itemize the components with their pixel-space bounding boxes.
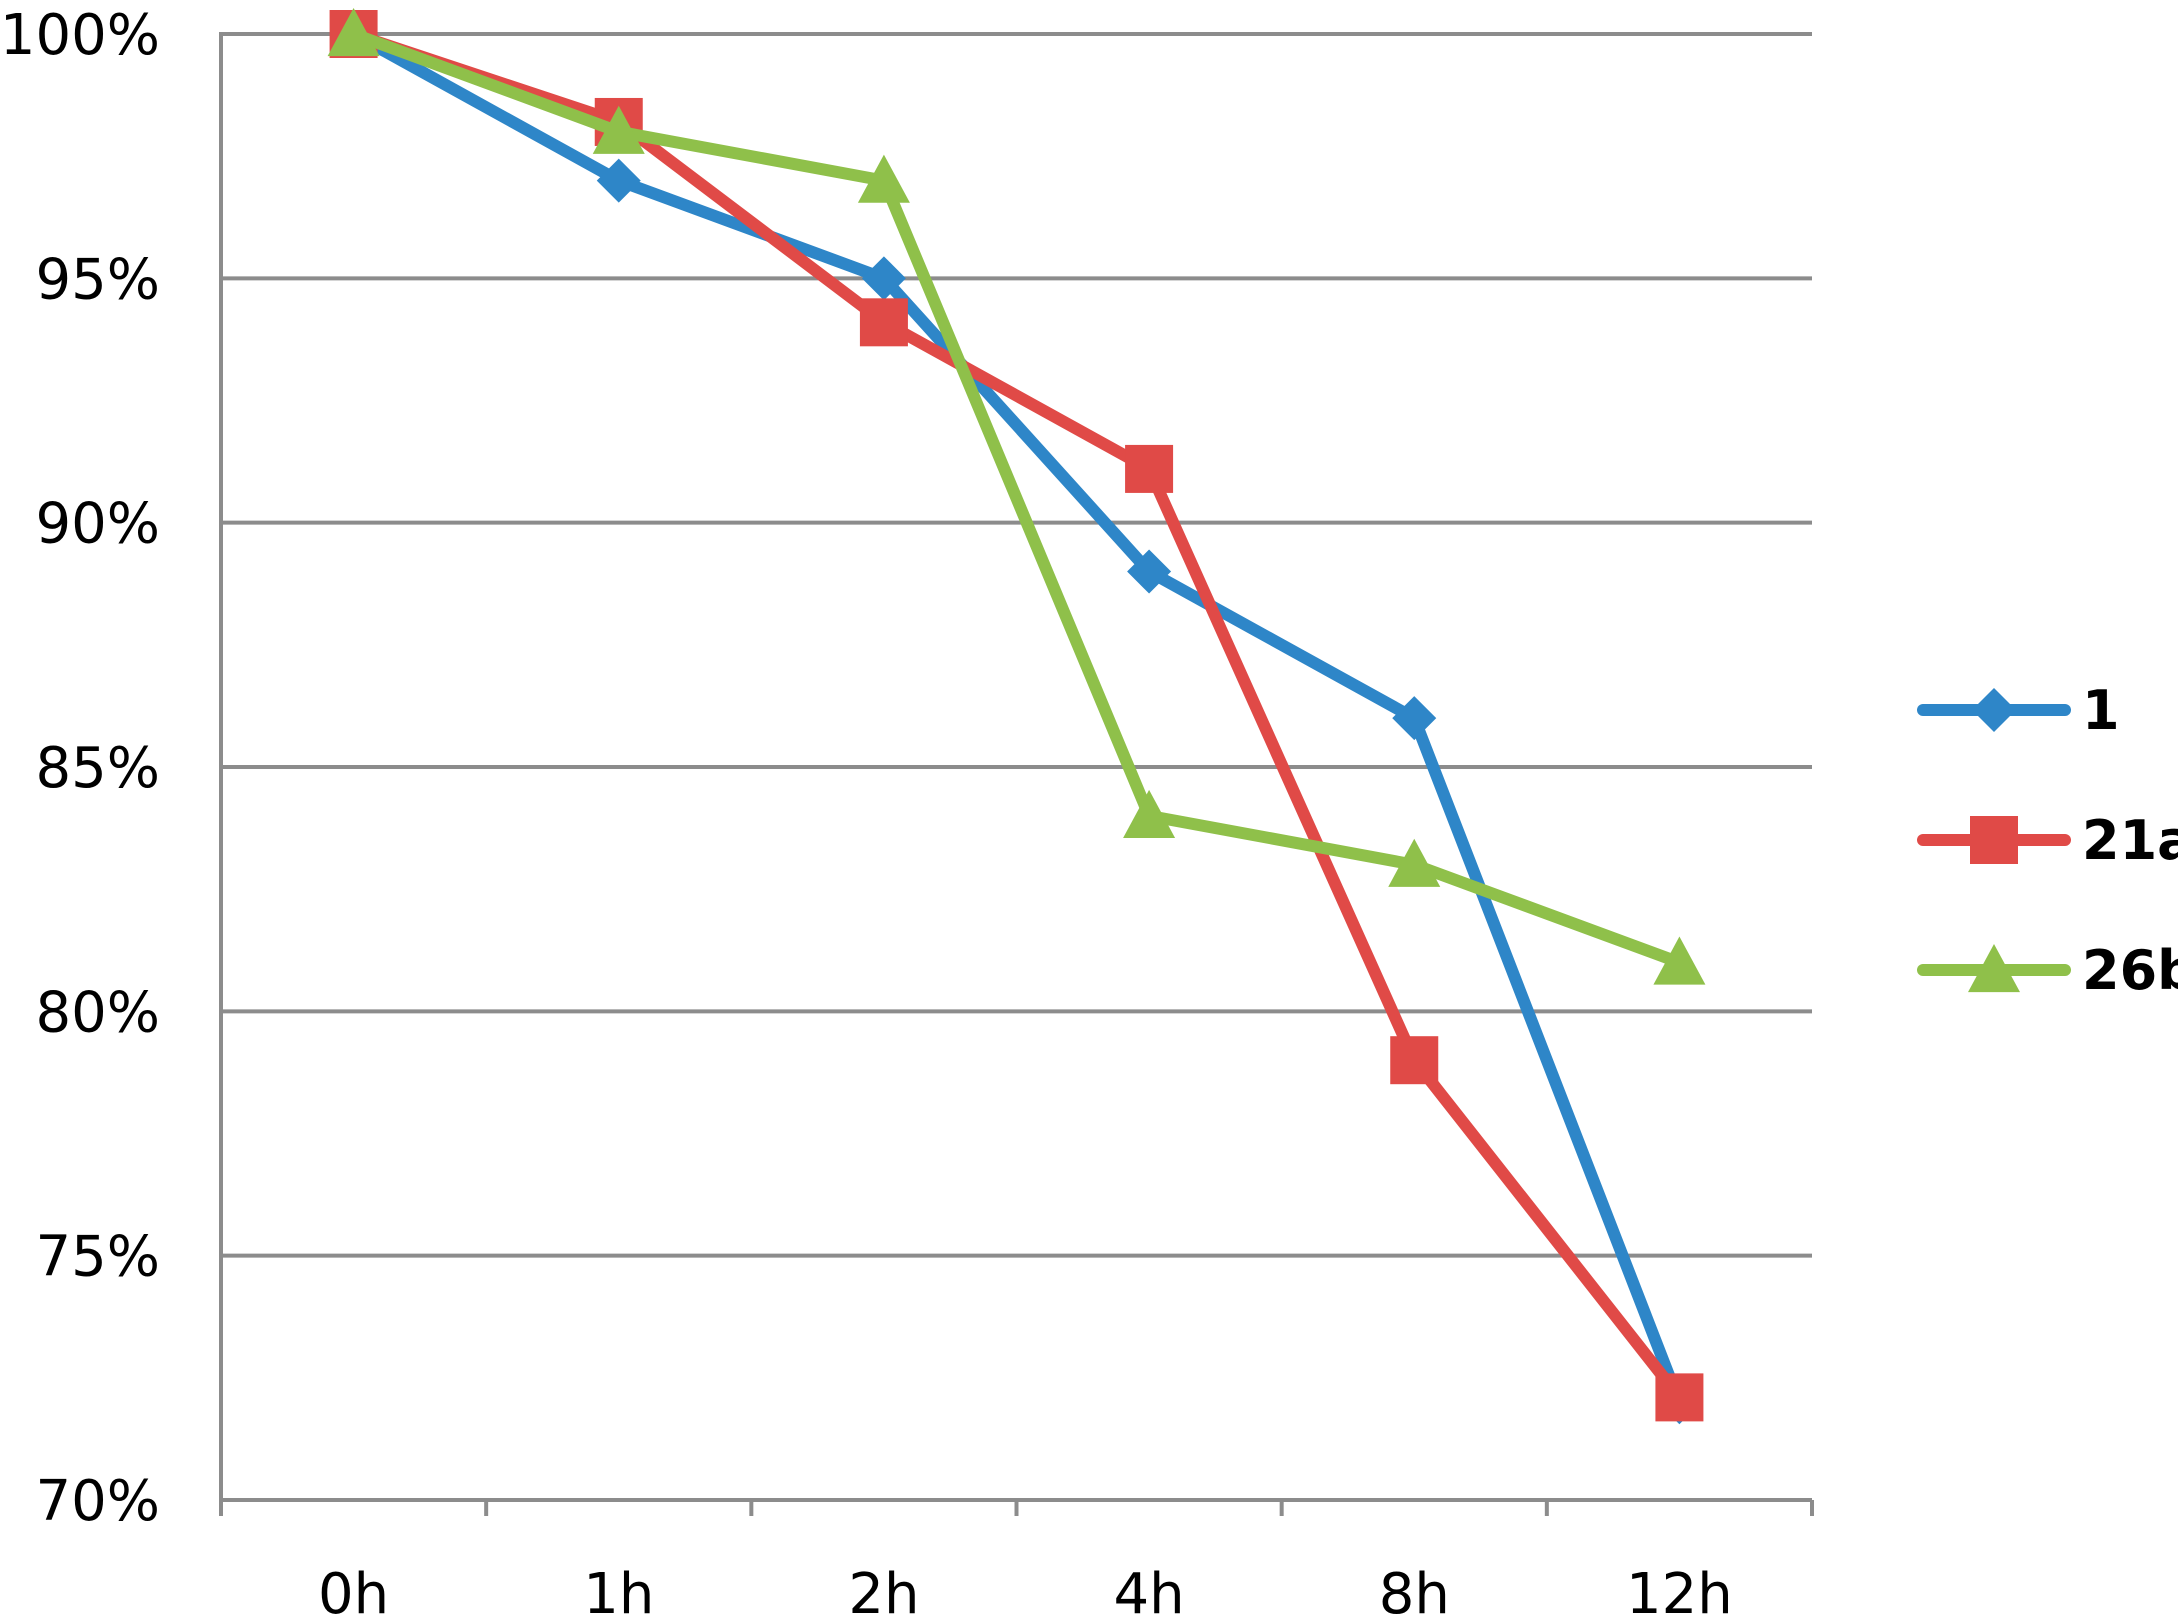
axes — [219, 32, 1814, 1516]
y-tick-label: 85% — [36, 736, 160, 801]
data-point — [857, 154, 910, 203]
data-point — [1392, 696, 1437, 741]
series-21a — [329, 10, 1704, 1422]
y-tick-label: 80% — [36, 980, 160, 1045]
x-tick-label: 8h — [1379, 1562, 1450, 1622]
data-point — [861, 256, 906, 301]
legend-label: 1 — [2082, 679, 2120, 742]
x-tick-label: 4h — [1114, 1562, 1185, 1622]
data-point — [1653, 936, 1706, 985]
data-point — [1970, 816, 2018, 864]
series-26b — [327, 8, 1706, 985]
legend-item-1: 1 — [1917, 679, 2120, 742]
series-line — [347, 28, 1686, 1404]
x-tick-label: 0h — [318, 1562, 389, 1622]
series — [327, 8, 1706, 1425]
y-tick-label: 100% — [0, 3, 160, 68]
data-point — [1390, 1036, 1439, 1085]
legend-item-26b: 26b — [1917, 939, 2178, 1002]
y-tick-label: 90% — [36, 492, 160, 557]
legend: 1 21a 26b — [1917, 679, 2178, 1002]
data-point — [592, 105, 645, 154]
legend-item-21a: 21a — [1917, 809, 2178, 872]
series-1 — [331, 12, 1702, 1425]
legend-label: 21a — [2082, 809, 2178, 872]
x-tick-label: 1h — [583, 1562, 654, 1622]
y-tick-labels: 70% 75% 80% 85% 90% 95% 100% — [0, 3, 160, 1534]
data-point — [1655, 1373, 1704, 1422]
gridlines — [221, 32, 1812, 1258]
data-point — [1123, 789, 1176, 838]
data-point — [1125, 444, 1174, 493]
series-line — [347, 28, 1686, 1409]
series-line — [347, 28, 1686, 969]
x-tick-label: 12h — [1626, 1562, 1733, 1622]
data-point — [327, 8, 380, 57]
legend-label: 26b — [2082, 939, 2178, 1002]
data-point — [1968, 944, 2020, 993]
data-point — [1127, 549, 1172, 594]
x-tick-label: 2h — [848, 1562, 919, 1622]
data-point — [1972, 688, 2016, 732]
y-tick-label: 70% — [36, 1469, 160, 1534]
data-point — [596, 158, 641, 203]
y-tick-label: 75% — [36, 1225, 160, 1290]
y-tick-label: 95% — [36, 247, 160, 312]
x-tick-labels: 0h 1h 2h 4h 8h 12h — [318, 1562, 1733, 1622]
data-point — [1388, 838, 1441, 887]
data-point — [859, 298, 908, 347]
